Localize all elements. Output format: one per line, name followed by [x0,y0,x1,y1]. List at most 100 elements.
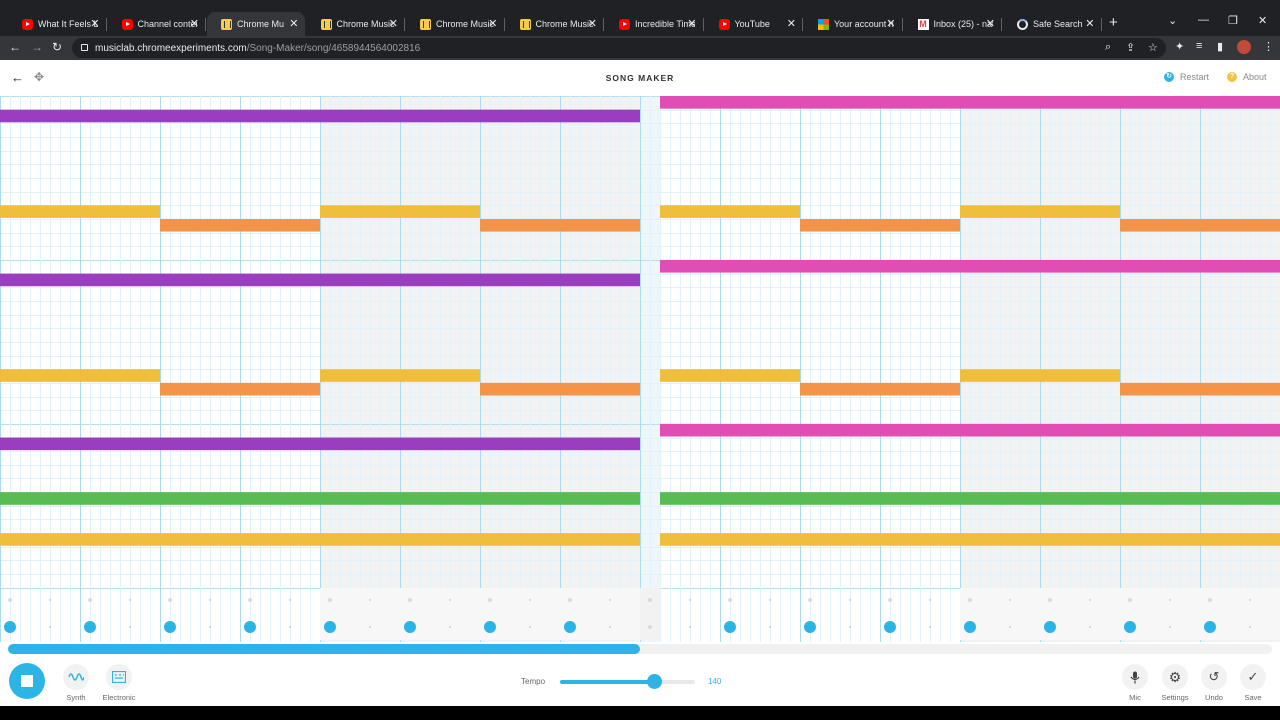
note-block [960,205,1120,218]
browser-tab[interactable]: Chrome Music L ✕ [307,12,405,36]
close-tab-icon[interactable]: ✕ [90,18,100,30]
rhythm-dot [688,598,692,602]
save-label: Save [1244,693,1262,702]
play-stop-button[interactable] [9,663,45,699]
waveform-icon [68,673,84,681]
rhythm-grid[interactable] [0,588,1280,640]
tab-separator [603,18,604,31]
undo-button[interactable]: ↺ [1201,664,1227,690]
rhythm-shade [320,588,640,640]
browser-menu-icon[interactable]: ⋮ [1263,41,1274,53]
save-button[interactable]: ✓ [1240,664,1266,690]
note-block [800,382,960,396]
share-icon[interactable]: ⇪ [1126,42,1136,54]
rhythm-dot [648,598,652,602]
note-block [0,492,640,505]
settings-button[interactable]: ⚙ [1162,664,1188,690]
tab-separator [901,18,903,31]
tempo-slider-thumb[interactable] [647,674,662,689]
note-block [660,259,1280,273]
synth-button[interactable] [63,664,89,690]
close-tab-icon[interactable]: ✕ [189,18,199,30]
browser-tab[interactable]: Your account ha ✕ [804,12,903,36]
close-tab-icon[interactable]: ✕ [1085,18,1095,30]
browser-tab[interactable]: Safe Search ✕ [1003,12,1102,36]
about-link[interactable]: ? About [1227,72,1267,82]
electronic-button[interactable] [106,664,132,690]
mic-label: Mic [1129,693,1141,702]
browser-tab[interactable]: M Inbox (25) - nat ✕ [904,12,1002,36]
rhythm-dot [608,598,612,602]
close-tab-icon[interactable]: ✕ [289,18,299,30]
bookmark-star-icon[interactable]: ☆ [1148,42,1158,54]
close-tab-icon[interactable]: ✕ [985,18,995,30]
profile-avatar[interactable] [1237,40,1251,54]
address-bar[interactable]: musiclab.chromeexperiments.com/Song-Make… [72,38,1166,58]
browser-tab[interactable]: Incredible Time ✕ [605,12,704,36]
note-block [0,437,640,451]
rhythm-dot [848,598,852,602]
tab-separator [1001,18,1002,31]
note-block [660,492,1280,505]
browser-tab[interactable]: YouTube ✕ [705,12,803,36]
minimize-icon[interactable]: — [1198,14,1209,26]
close-tab-icon[interactable]: ✕ [587,18,597,30]
tab-title: Chrome Music L [436,19,496,29]
back-icon[interactable]: ← [9,40,21,54]
reading-list-icon[interactable]: ≡ [1196,40,1203,52]
youtube-icon [718,18,730,30]
close-window-icon[interactable]: ✕ [1258,15,1268,27]
restart-link[interactable]: ↻ Restart [1164,72,1209,82]
close-tab-icon[interactable]: ✕ [886,18,896,30]
browser-tab[interactable]: Chrome Music L ✕ [506,12,604,36]
song-scrollbar[interactable] [8,644,1272,654]
tab-search-icon[interactable]: ⌄ [1168,15,1178,27]
close-tab-icon[interactable]: ✕ [388,18,398,30]
new-tab-button[interactable]: + [1109,14,1118,31]
close-tab-icon[interactable]: ✕ [488,18,498,30]
song-maker-header: ← ✥ SONG MAKER ↻ Restart ? About [0,60,1280,96]
mic-button[interactable] [1122,664,1148,690]
restart-label: Restart [1180,72,1210,82]
browser-tab[interactable]: What It Feels Lik✕ [8,12,107,36]
rhythm-dot [488,598,492,602]
checkmark-icon: ✓ [1247,669,1259,684]
browser-tab[interactable]: Channel conten ✕ [108,12,206,36]
stop-icon [21,675,33,687]
rhythm-dot [528,625,532,629]
rhythm-dot [368,598,372,602]
rhythm-dot [1048,598,1052,602]
rhythm-dot [88,598,92,602]
note-block [320,369,480,382]
reload-icon[interactable]: ↻ [52,40,63,54]
rhythm-dot [1088,625,1092,629]
url-text[interactable]: musiclab.chromeexperiments.com/Song-Make… [95,43,420,54]
close-tab-icon[interactable]: ✕ [687,18,697,30]
back-arrow-icon[interactable]: ← [11,70,24,85]
melody-grid[interactable] [0,96,1280,642]
forward-icon[interactable]: → [31,40,43,54]
browser-tab[interactable]: Chrome Music L ✕ [406,12,505,36]
side-panel-icon[interactable]: ▮ [1217,41,1224,53]
note-block [800,218,960,232]
percussion-note [84,621,96,633]
tab-separator [404,18,405,31]
tempo-label: Tempo [521,677,546,686]
scrollbar-thumb[interactable] [8,644,640,654]
zoom-icon[interactable]: ⌕ [1105,41,1112,53]
note-block [160,382,320,396]
percussion-note [164,621,176,633]
move-icon[interactable]: ✥ [34,70,45,84]
close-tab-icon[interactable]: ✕ [786,18,796,30]
tempo-value: 140 [708,677,722,686]
microphone-icon [1130,671,1140,683]
tab-title: Chrome Mu [237,19,285,29]
restore-icon[interactable]: ❐ [1228,15,1238,27]
extensions-icon[interactable]: ✦ [1175,41,1185,53]
tempo-slider[interactable] [560,680,695,684]
youtube-icon [22,18,33,30]
tab-separator [802,18,803,31]
browser-tab[interactable]: Chrome Mu ✕ [207,12,305,36]
rhythm-dot [568,598,572,602]
lock-icon[interactable] [81,44,88,51]
